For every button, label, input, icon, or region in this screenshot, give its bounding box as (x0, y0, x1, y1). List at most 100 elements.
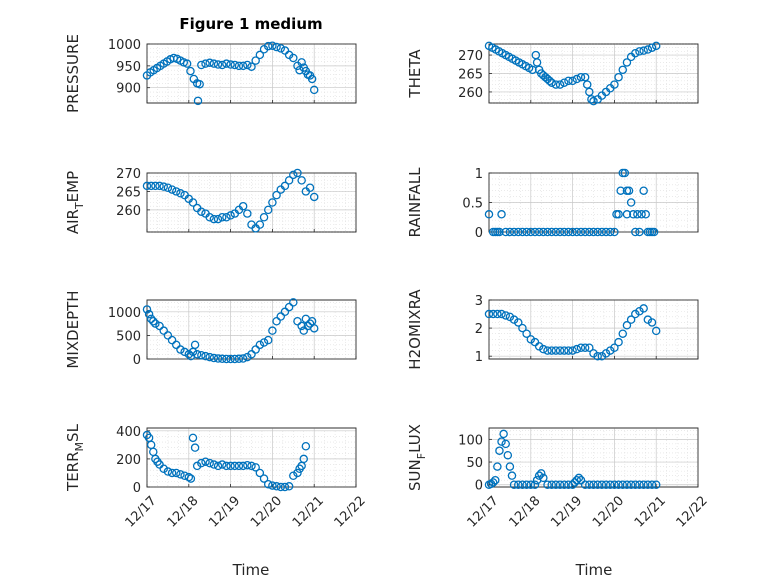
data-point (495, 227, 504, 237)
data-point (484, 309, 494, 319)
data-point (272, 316, 281, 326)
data-point (284, 302, 294, 312)
data-point (247, 62, 256, 71)
axes-box (146, 427, 357, 488)
data-point (514, 480, 523, 489)
data-point (205, 58, 214, 68)
data-point (518, 480, 527, 489)
data-point (280, 307, 290, 317)
data-point (226, 354, 235, 364)
data-point (243, 209, 252, 218)
data-point (647, 480, 657, 489)
y-tick-label: 950 (116, 60, 141, 75)
data-point (188, 198, 198, 207)
data-point (626, 480, 636, 489)
data-point (507, 471, 517, 480)
data-point (614, 72, 623, 82)
data-point (146, 314, 156, 324)
data-point (651, 41, 661, 51)
data-point (580, 343, 590, 353)
data-point (146, 181, 156, 191)
data-point (616, 186, 625, 195)
data-point (297, 58, 306, 67)
data-point (597, 480, 607, 489)
data-point (551, 480, 561, 489)
data-point (597, 227, 607, 237)
data-point (534, 471, 544, 480)
data-point (186, 474, 196, 483)
data-point (193, 96, 203, 106)
data-point (213, 60, 223, 69)
data-point (163, 467, 173, 476)
data-point (618, 329, 628, 338)
data-point (564, 227, 573, 237)
data-point (589, 96, 598, 106)
data-point (647, 43, 657, 52)
data-point (299, 326, 308, 335)
data-point (532, 58, 542, 67)
data-point (626, 198, 636, 207)
data-point (295, 65, 304, 75)
data-point (172, 187, 181, 196)
data-point (205, 458, 214, 468)
data-point (514, 227, 523, 237)
data-point (555, 227, 565, 237)
data-point (559, 346, 569, 355)
data-point (176, 189, 185, 198)
data-point (568, 480, 577, 489)
data-point (522, 227, 531, 237)
data-point (268, 481, 277, 490)
data-point (585, 227, 594, 237)
data-point (155, 321, 164, 331)
data-point (144, 309, 154, 319)
y-tick-label: 270 (458, 49, 483, 64)
data-point (213, 214, 223, 224)
data-point (585, 480, 594, 489)
data-point (197, 350, 206, 360)
data-point (251, 463, 260, 472)
y-axis-label: MIXDEPTH (64, 290, 82, 368)
data-point (172, 340, 181, 350)
data-point (499, 429, 508, 439)
data-point (534, 227, 544, 237)
data-point (620, 168, 630, 178)
data-point (268, 198, 277, 207)
data-point (184, 350, 194, 359)
data-point (172, 468, 181, 478)
data-point (276, 312, 286, 321)
data-point (539, 473, 548, 483)
data-point (635, 47, 644, 56)
data-point (272, 42, 281, 52)
y-axis-label: SUNFLUX (406, 424, 428, 491)
y-tick-label: 100 (458, 433, 483, 448)
data-point (234, 461, 244, 471)
data-point (622, 210, 632, 219)
y-tick-label: 260 (458, 86, 483, 101)
data-point (251, 56, 260, 65)
data-point (259, 474, 269, 483)
y-tick-label: 400 (116, 425, 141, 440)
data-point (501, 227, 510, 237)
data-point (217, 354, 227, 364)
data-point (585, 343, 594, 353)
data-point (167, 468, 177, 478)
data-point (509, 480, 519, 489)
data-point (263, 41, 273, 51)
data-point (572, 344, 582, 354)
data-point (197, 60, 206, 70)
y-tick-label: 1 (475, 167, 483, 182)
data-point (192, 461, 202, 471)
data-point (614, 337, 623, 347)
data-point (605, 346, 615, 355)
data-point (526, 227, 536, 237)
data-point (564, 76, 573, 86)
data-point (493, 462, 502, 471)
data-point (639, 186, 648, 195)
data-point (238, 201, 248, 211)
data-point (484, 210, 494, 219)
data-point (580, 72, 590, 82)
data-point (309, 85, 319, 95)
y-tick-label: 200 (116, 453, 141, 468)
data-point (601, 480, 611, 489)
data-point (305, 183, 315, 192)
